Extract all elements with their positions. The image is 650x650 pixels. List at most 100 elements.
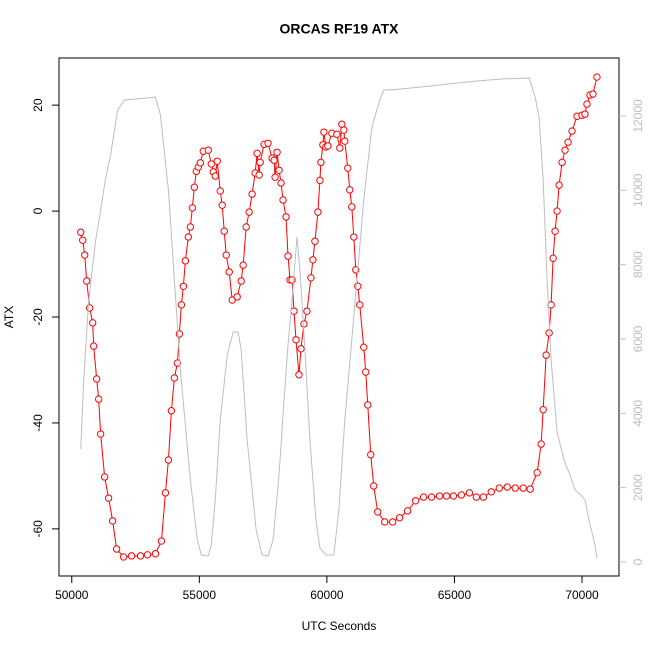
data-point	[558, 158, 566, 167]
data-point	[526, 485, 534, 493]
data-point	[549, 254, 557, 262]
data-point	[273, 148, 281, 156]
data-line	[80, 77, 598, 559]
data-point	[100, 473, 109, 481]
data-point	[151, 550, 160, 558]
x-axis-label: UTC Seconds	[302, 619, 377, 633]
data-point	[108, 517, 117, 525]
data-point	[311, 237, 319, 245]
data-point	[388, 518, 397, 526]
data-point	[333, 130, 341, 138]
y-tick-label: 20	[31, 98, 45, 112]
data-point	[419, 493, 428, 501]
data-point	[449, 492, 458, 500]
data-point	[177, 301, 186, 309]
data-point	[380, 518, 389, 526]
x-tick-label: 50000	[55, 588, 89, 602]
data-point	[136, 552, 145, 560]
data-point	[362, 368, 370, 376]
y-tick-label: 0	[31, 207, 45, 214]
data-point	[167, 407, 176, 415]
data-point	[316, 176, 324, 185]
data-point	[279, 196, 287, 204]
data-point	[220, 227, 228, 235]
data-point	[222, 251, 230, 259]
data-point	[551, 227, 559, 235]
data-point	[190, 183, 199, 191]
data-point	[218, 201, 226, 209]
data-point	[340, 126, 348, 134]
data-point	[204, 146, 212, 154]
data-point	[79, 236, 87, 244]
data-point	[184, 233, 193, 241]
data-point	[411, 497, 420, 505]
data-point	[495, 484, 503, 492]
chart-title: ORCAS RF19 ATX	[279, 21, 399, 37]
data-point	[367, 451, 375, 459]
y2-tick-label: 12000	[631, 99, 645, 133]
data-point	[237, 277, 245, 285]
data-point	[239, 261, 247, 269]
data-point	[317, 158, 325, 167]
y2-tick-label: 10000	[631, 173, 645, 207]
data-point	[207, 160, 215, 168]
data-point	[242, 223, 250, 231]
data-point	[211, 172, 219, 180]
data-point	[255, 171, 263, 179]
data-point	[472, 493, 481, 501]
data-point	[487, 488, 496, 496]
y2-tick-label: 6000	[631, 325, 645, 352]
y-tick-label: -60	[31, 520, 45, 538]
data-point	[465, 489, 474, 497]
data-point	[568, 127, 576, 135]
data-point	[320, 128, 328, 136]
data-point	[271, 173, 279, 181]
data-point	[282, 213, 290, 221]
data-point	[356, 301, 364, 309]
data-point	[519, 484, 527, 492]
data-point	[346, 186, 354, 194]
data-point	[324, 142, 332, 150]
data-point	[370, 482, 378, 490]
data-point	[173, 359, 182, 367]
data-point	[395, 514, 404, 522]
y2-tick-label: 8000	[631, 251, 645, 278]
y2-tick-label: 4000	[631, 400, 645, 427]
data-point	[581, 110, 589, 118]
data-point	[553, 207, 561, 215]
data-point	[427, 493, 436, 501]
data-point	[284, 252, 292, 260]
x-tick-label: 60000	[310, 588, 344, 602]
x-tick-label: 70000	[565, 588, 599, 602]
y-tick-label: -40	[31, 414, 45, 432]
data-point	[213, 157, 221, 165]
data-point	[314, 208, 322, 216]
data-point	[360, 343, 368, 351]
data-point	[94, 395, 103, 403]
data-point	[539, 405, 547, 414]
data-point	[179, 282, 188, 290]
data-point	[188, 204, 197, 212]
data-point	[354, 282, 362, 290]
data-point	[181, 257, 190, 265]
data-point	[170, 374, 179, 382]
data-point	[555, 181, 563, 189]
data-point	[127, 552, 136, 560]
data-point	[442, 492, 451, 500]
data-point	[545, 329, 553, 337]
data-point	[248, 190, 256, 198]
data-point	[92, 375, 101, 383]
x-tick-label: 65000	[438, 588, 472, 602]
data-point	[81, 251, 89, 259]
data-point	[309, 256, 317, 264]
data-point	[292, 336, 300, 344]
data-point	[175, 330, 184, 338]
data-point	[290, 307, 298, 315]
data-point	[161, 489, 170, 497]
data-point	[348, 203, 356, 211]
y2-tick-label: 0	[631, 558, 645, 565]
data-point	[457, 491, 466, 499]
data-point	[344, 164, 352, 172]
data-point	[77, 228, 85, 236]
